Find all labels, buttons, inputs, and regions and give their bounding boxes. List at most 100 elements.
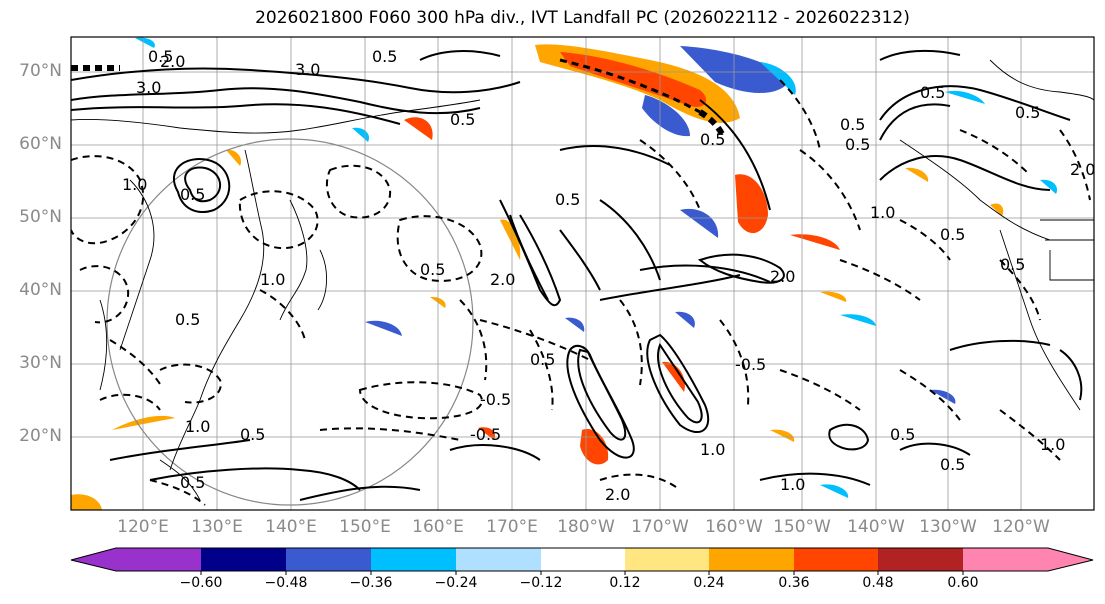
shade-patch: [365, 320, 402, 336]
latitude-label: 40°N: [19, 280, 62, 300]
shade-patch: [945, 90, 985, 104]
longitude-label: 140°W: [847, 517, 905, 537]
contour-label: 0.5: [1015, 103, 1040, 122]
shade-patch: [680, 208, 719, 238]
shade-patch: [71, 494, 102, 510]
colorbar-swatch: [116, 548, 201, 571]
colorbar-outline: [70, 547, 1094, 572]
contour-label: 2.0: [770, 267, 795, 286]
contour-label: 3.0: [136, 78, 161, 97]
colorbar-tick-label: −0.12: [519, 575, 563, 591]
colorbar-swatch: [201, 548, 286, 571]
shade-patch: [820, 291, 847, 302]
contour-label: 1.0: [185, 417, 210, 436]
shade-patch: [500, 219, 521, 260]
longitude-label: 150°W: [773, 517, 831, 537]
colorbar-tick-label: 0.24: [693, 575, 725, 591]
contour-label: 0.5: [450, 110, 475, 129]
shade-patch: [112, 415, 175, 430]
colorbar-swatch: [456, 548, 541, 571]
dashed-contours: [71, 58, 1091, 506]
longitude-label: 130°W: [919, 517, 977, 537]
colorbar-swatch: [625, 548, 709, 571]
colorbar-swatch: [794, 548, 878, 571]
colorbar-extend-low: [71, 548, 116, 571]
colorbar-swatch: [541, 548, 625, 571]
contour-label: 1.0: [870, 203, 895, 222]
contour-label: -0.5: [480, 390, 511, 409]
contour-label: 2.0: [605, 485, 630, 504]
contour-label: 0.5: [1000, 255, 1025, 274]
contour-label: 0.5: [845, 135, 870, 154]
contour-label: 1.0: [1040, 435, 1065, 454]
longitude-label: 120°W: [992, 517, 1050, 537]
shade-patch: [642, 95, 690, 137]
colorbar-tick-label: 0.48: [862, 575, 894, 591]
colorbar-tick-label: −0.24: [434, 575, 478, 591]
contour-label: 0.5: [840, 115, 865, 134]
latitude-label: 50°N: [19, 207, 62, 227]
contour-label: -0.5: [470, 425, 501, 444]
contour-label: 0.5: [940, 455, 965, 474]
longitude-label: 160°E: [412, 517, 464, 537]
map-frame: [70, 36, 1095, 511]
colorbar-tick-label: 0.36: [778, 575, 810, 591]
latitude-label: 20°N: [19, 426, 62, 446]
longitude-label: 120°E: [117, 517, 169, 537]
longitude-label: 130°E: [191, 517, 243, 537]
colorbar-swatch: [286, 548, 371, 571]
shade-patch: [404, 117, 433, 140]
contour-label: 0.5: [700, 130, 725, 149]
contour-label: 0.5: [180, 185, 205, 204]
shade-patch: [930, 389, 956, 404]
shade-patch: [135, 37, 155, 48]
map-panel: 3.02.00.50.51.03.00.50.52.01.00.5-0.5-0.…: [71, 37, 1095, 510]
shade-patch: [675, 311, 695, 328]
contour-label: 0.5: [420, 260, 445, 279]
shade-patch: [990, 203, 1004, 216]
colorbar-tick-label: −0.60: [179, 575, 223, 591]
shade-patch: [790, 234, 840, 250]
colorbar-tick-label: 0.60: [947, 575, 979, 591]
shade-patch: [680, 46, 790, 93]
colorbar-swatch: [963, 548, 1048, 571]
longitude-label: 140°E: [265, 517, 317, 537]
contour-label: 0.5: [148, 47, 173, 66]
longitude-label: 150°E: [339, 517, 391, 537]
contour-label: 0.5: [555, 190, 580, 209]
contour-label: -0.5: [735, 355, 766, 374]
contour-label: 0.5: [530, 350, 555, 369]
contour-label: 1.0: [780, 475, 805, 494]
latitude-label: 30°N: [19, 353, 62, 373]
latitude-label: 60°N: [19, 134, 62, 154]
contour-label: 0.5: [180, 473, 205, 492]
solid-contours: [71, 49, 1083, 501]
contour-label: 0.5: [920, 83, 945, 102]
contour-label: 1.0: [700, 440, 725, 459]
map-title: 2026021800 F060 300 hPa div., IVT Landfa…: [255, 8, 910, 28]
shade-patch: [820, 484, 849, 498]
colorbar-tick-label: −0.36: [349, 575, 393, 591]
shade-patch: [662, 361, 685, 392]
colorbar-extend-high: [1048, 548, 1093, 571]
latitude-label: 70°N: [19, 61, 62, 81]
contour-label: 0.5: [372, 47, 397, 66]
shade-patch: [840, 314, 876, 326]
contour-label: 2.0: [1070, 160, 1095, 179]
colorbar-swatch: [878, 548, 963, 571]
contour-label: 0.5: [175, 310, 200, 329]
contour-label: 0.5: [890, 425, 915, 444]
colorbar-tick-label: −0.48: [264, 575, 308, 591]
contour-label: 0.5: [940, 225, 965, 244]
contour-label: 1.0: [260, 270, 285, 289]
shade-patch: [226, 149, 242, 166]
contour-label: 2.0: [490, 270, 515, 289]
colorbar: [70, 547, 1094, 575]
shade-patch: [905, 167, 929, 182]
shade-patch: [565, 317, 585, 332]
shade-patch: [1040, 179, 1058, 194]
colorbar-swatch: [709, 548, 794, 571]
longitude-label: 180°W: [557, 517, 615, 537]
longitude-label: 170°W: [631, 517, 689, 537]
